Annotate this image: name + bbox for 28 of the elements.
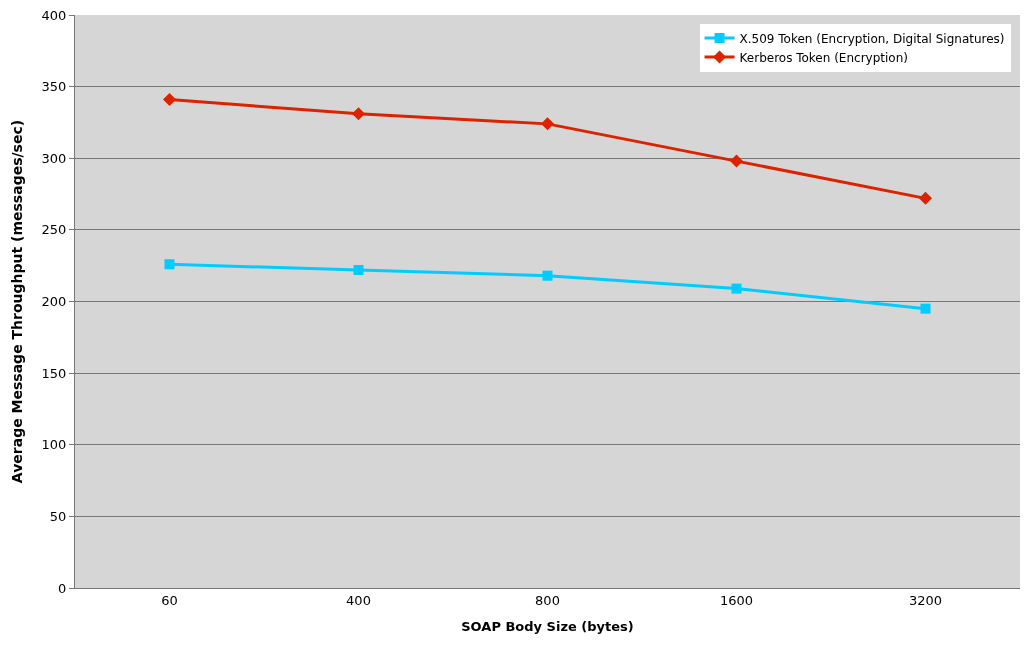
point: [353, 264, 364, 275]
y-tick-label: 400: [41, 7, 67, 23]
point: [730, 154, 743, 168]
y-axis-title: Average Message Throughput (messages/sec): [9, 119, 26, 484]
x-tick-label: 400: [346, 592, 371, 608]
x-axis-title: SOAP Body Size (bytes): [461, 619, 634, 635]
point: [919, 191, 932, 205]
y-tick-label: 0: [58, 580, 67, 596]
point: [542, 270, 553, 281]
point: [352, 107, 365, 121]
y-tick-label: 250: [41, 222, 67, 238]
x-tick-label: 1600: [719, 592, 754, 608]
y-tick-label: 200: [41, 294, 67, 310]
point: [163, 93, 176, 107]
x-tick-label: 3200: [908, 592, 943, 608]
point: [164, 259, 175, 270]
y-tick-label: 100: [41, 437, 67, 453]
y-tick-label: 300: [41, 150, 67, 166]
point: [731, 283, 742, 294]
y-tick-label: 150: [41, 365, 67, 381]
y-tick-label: 350: [41, 79, 67, 95]
legend-label: X.509 Token (Encryption, Digital Signatures): [739, 31, 1005, 46]
x-tick-label: 800: [535, 592, 560, 608]
point: [920, 303, 931, 314]
legend-label: Kerberos Token (Encryption): [739, 50, 908, 65]
x-tick-label: 60: [161, 592, 178, 608]
point: [541, 117, 554, 131]
y-tick-label: 50: [49, 508, 67, 524]
